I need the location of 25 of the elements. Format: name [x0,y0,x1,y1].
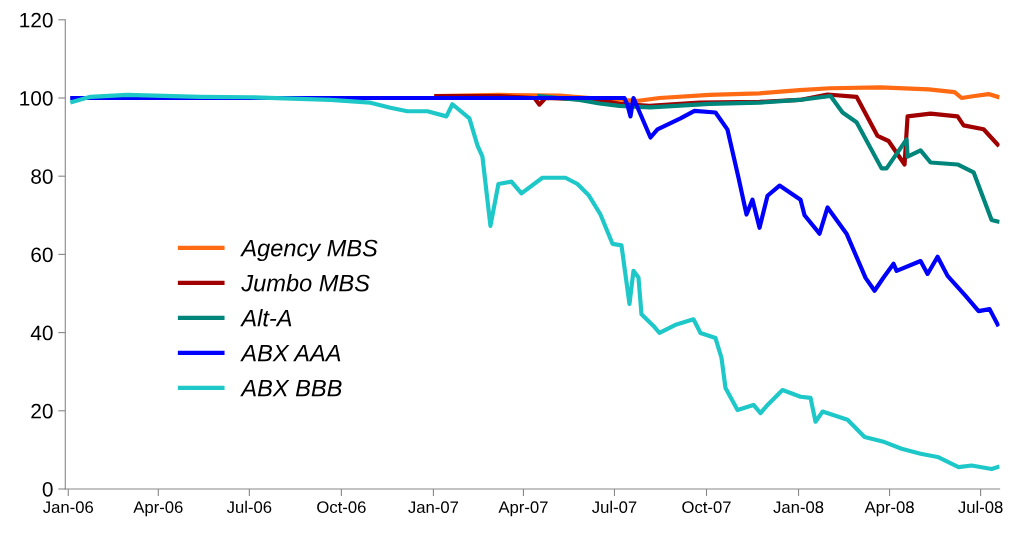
line-series [70,92,1000,472]
legend-label: Alt-A [240,309,292,327]
legend-label: ABX AAA [240,344,341,362]
line-series [537,93,1000,224]
y-tick-label: 20 [31,403,53,419]
y-tick-label: 120 [20,12,53,28]
x-tick-label: Jan-07 [408,501,459,514]
legend-label: Agency MBS [240,239,378,262]
y-tick-label: 80 [31,169,53,184]
x-tick-label: Jan-06 [43,501,94,514]
legend-label: Jumbo MBS [241,274,370,292]
x-tick-label: Oct-06 [317,501,366,514]
y-tick-label: 0 [42,481,53,497]
x-tick-label: Jul-07 [592,500,637,514]
x-tick-label: Apr-08 [864,501,914,517]
x-tick-label: Jul-06 [226,500,272,514]
y-tick-label: 100 [20,91,53,106]
x-tick-label: Apr-07 [498,501,548,517]
y-tick-label: 40 [30,325,53,341]
legend-label: ABX BBB [240,379,342,397]
x-tick-label: Jan-08 [773,501,824,514]
x-tick-label: Jul-08 [958,500,1003,514]
x-tick-label: Oct-07 [682,501,731,514]
x-tick-label: Apr-06 [133,501,183,517]
y-tick-label: 60 [31,247,53,263]
